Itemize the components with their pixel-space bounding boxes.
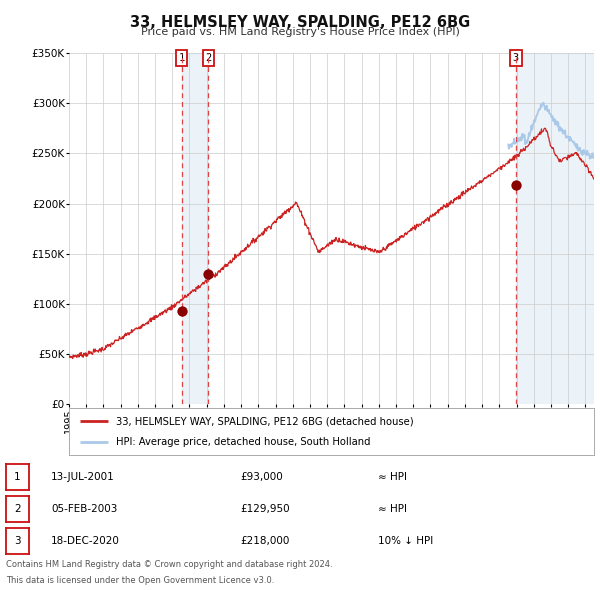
Text: 33, HELMSLEY WAY, SPALDING, PE12 6BG: 33, HELMSLEY WAY, SPALDING, PE12 6BG [130, 15, 470, 30]
Text: ≈ HPI: ≈ HPI [378, 473, 407, 482]
Text: £129,950: £129,950 [240, 504, 290, 514]
Bar [182, 53, 208, 404]
Text: £218,000: £218,000 [240, 536, 289, 546]
Text: 3: 3 [513, 53, 519, 63]
Point [203, 269, 213, 278]
Text: 3: 3 [14, 536, 21, 546]
Bar [516, 53, 594, 404]
Text: 18-DEC-2020: 18-DEC-2020 [51, 536, 120, 546]
Text: 10% ↓ HPI: 10% ↓ HPI [378, 536, 433, 546]
Text: Price paid vs. HM Land Registry's House Price Index (HPI): Price paid vs. HM Land Registry's House … [140, 27, 460, 37]
Text: Contains HM Land Registry data © Crown copyright and database right 2024.: Contains HM Land Registry data © Crown c… [6, 560, 332, 569]
Text: HPI: Average price, detached house, South Holland: HPI: Average price, detached house, Sout… [116, 437, 371, 447]
Text: This data is licensed under the Open Government Licence v3.0.: This data is licensed under the Open Gov… [6, 576, 274, 585]
Text: 05-FEB-2003: 05-FEB-2003 [51, 504, 118, 514]
Text: 1: 1 [178, 53, 185, 63]
Point [177, 306, 187, 316]
Text: 13-JUL-2001: 13-JUL-2001 [51, 473, 115, 482]
Text: 2: 2 [14, 504, 21, 514]
Text: 33, HELMSLEY WAY, SPALDING, PE12 6BG (detached house): 33, HELMSLEY WAY, SPALDING, PE12 6BG (de… [116, 417, 414, 427]
Text: 1: 1 [14, 473, 21, 482]
Text: 2: 2 [205, 53, 211, 63]
Text: ≈ HPI: ≈ HPI [378, 504, 407, 514]
Point [511, 181, 521, 190]
Text: £93,000: £93,000 [240, 473, 283, 482]
